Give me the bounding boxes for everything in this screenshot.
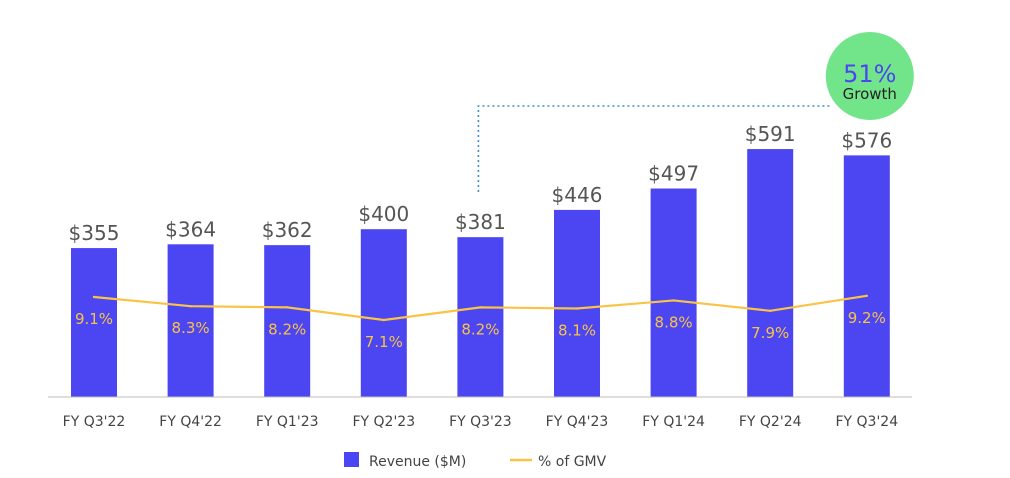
gmv-percent-label: 8.3% (172, 319, 210, 337)
gmv-point (382, 318, 385, 322)
gmv-point (575, 307, 579, 310)
gmv-percent-label: 7.9% (751, 324, 789, 342)
x-tick-label: FY Q3'24 (835, 414, 898, 430)
gmv-percent-label: 8.2% (461, 320, 499, 338)
legend-gmv-label: % of GMV (538, 454, 607, 470)
revenue-value-label: $400 (358, 202, 409, 226)
gmv-point (286, 306, 289, 309)
x-tick-label: FY Q4'22 (159, 414, 222, 430)
gmv-percent-label: 9.1% (75, 310, 113, 328)
growth-connector (477, 105, 830, 192)
revenue-value-label: $364 (165, 217, 216, 241)
gmv-point (672, 299, 675, 302)
revenue-bar (360, 229, 407, 397)
x-tick-label: FY Q2'23 (352, 414, 415, 430)
revenue-bar (71, 248, 117, 397)
revenue-bar (554, 209, 600, 397)
revenue-value-label: $362 (262, 218, 313, 242)
revenue-value-label: $576 (841, 128, 892, 152)
gmv-point (865, 294, 868, 298)
gmv-point (479, 306, 482, 309)
x-tick-label: FY Q3'23 (449, 414, 512, 430)
gmv-percent-label: 8.8% (655, 313, 693, 331)
revenue-bar (167, 244, 214, 397)
x-tick-label: FY Q4'23 (546, 414, 609, 430)
gmv-percent-label: 8.2% (268, 320, 306, 338)
legend-revenue-swatch (344, 452, 359, 467)
revenue-bar (747, 149, 794, 397)
revenue-bar (843, 155, 890, 397)
growth-value: 51% (843, 60, 896, 88)
revenue-bar (264, 245, 311, 397)
gmv-percent-label: 7.1% (365, 333, 403, 351)
legend-revenue-label: Revenue ($M) (369, 454, 466, 470)
revenue-bar (650, 188, 697, 397)
x-tick-label: FY Q3'22 (63, 414, 126, 430)
revenue-bar (457, 237, 504, 397)
x-tick-label: FY Q1'24 (642, 414, 705, 430)
gmv-percent-label: 9.2% (848, 309, 886, 327)
revenue-value-label: $355 (69, 221, 120, 245)
revenue-value-label: $446 (552, 183, 603, 207)
gmv-point (92, 295, 96, 299)
x-tick-label: FY Q1'23 (256, 414, 319, 430)
growth-label: Growth (843, 85, 897, 103)
revenue-value-label: $381 (455, 210, 506, 234)
revenue-value-label: $591 (745, 122, 796, 146)
growth-badge (825, 32, 914, 120)
x-tick-label: FY Q2'24 (739, 414, 802, 430)
gmv-point (189, 305, 192, 308)
revenue-value-label: $497 (648, 162, 699, 186)
gmv-percent-label: 8.1% (558, 322, 596, 340)
gmv-point (769, 309, 772, 312)
